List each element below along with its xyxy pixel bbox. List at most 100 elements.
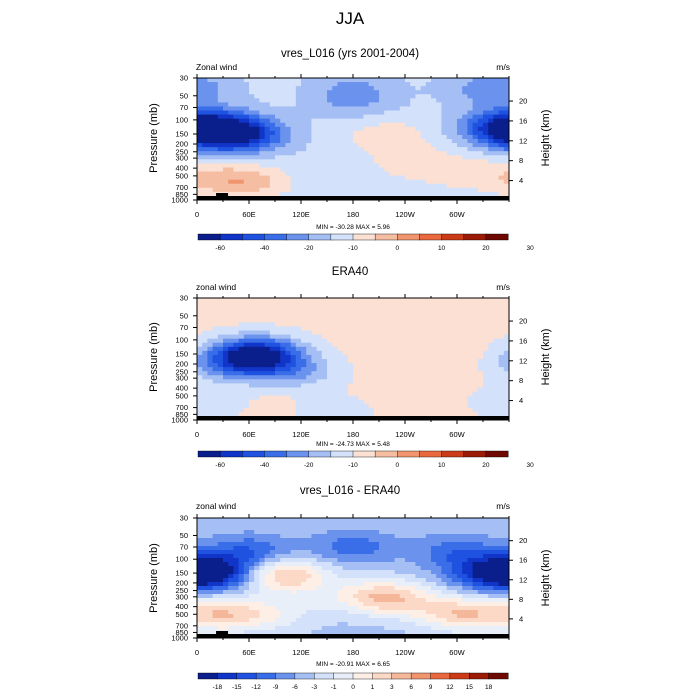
field-cell: [269, 367, 276, 372]
field-cell: [441, 167, 448, 173]
field-cell: [394, 183, 401, 189]
field-cell: [285, 522, 292, 527]
field-cell: [316, 322, 323, 328]
field-cell: [493, 102, 500, 108]
field-cell: [498, 334, 505, 340]
field-cell: [379, 518, 385, 523]
colorbar-swatch: [264, 450, 288, 458]
field-cell: [451, 98, 458, 103]
field-cell: [269, 395, 276, 401]
field-cell: [306, 318, 312, 323]
field-cell: [254, 346, 260, 352]
field-cell: [425, 147, 432, 152]
field-cell: [238, 326, 245, 332]
field-cell: [321, 383, 328, 389]
field-cell: [233, 566, 240, 571]
field-cell: [233, 78, 240, 83]
field-cell: [420, 395, 427, 401]
field-cell: [316, 407, 323, 413]
field-cell: [295, 191, 302, 197]
field-cell: [462, 147, 468, 152]
field-cell: [477, 387, 484, 393]
field-cell: [217, 122, 224, 128]
field-cell: [332, 330, 338, 336]
field-cell: [431, 530, 437, 535]
field-cell: [332, 375, 338, 380]
field-cell: [259, 586, 266, 591]
field-cell: [379, 562, 385, 567]
field-cell: [477, 578, 484, 583]
field-cell: [379, 191, 385, 197]
field-cell: [285, 538, 292, 543]
field-cell: [420, 342, 427, 348]
field-cell: [275, 403, 281, 409]
field-cell: [498, 526, 505, 531]
field-cell: [446, 342, 453, 348]
field-cell: [207, 338, 214, 344]
field-cell: [233, 139, 240, 144]
field-cell: [436, 102, 442, 108]
field-cell: [483, 143, 489, 148]
field-cell: [472, 574, 479, 579]
field-cell: [264, 155, 271, 160]
field-cell: [197, 114, 203, 120]
y-tick-label: 150: [175, 349, 188, 358]
field-cell: [425, 334, 432, 340]
y-axis-label: Pressure (mb): [148, 103, 160, 173]
field-cell: [207, 359, 214, 364]
field-cell: [363, 554, 370, 559]
field-cell: [498, 134, 505, 140]
field-cell: [379, 538, 385, 543]
field-cell: [451, 530, 458, 535]
field-cell: [457, 562, 463, 567]
field-cell: [472, 147, 479, 152]
field-cell: [451, 542, 458, 547]
field-cell: [420, 179, 427, 185]
field-cell: [389, 582, 396, 587]
field-cell: [373, 98, 380, 103]
field-cell: [425, 126, 432, 132]
field-cell: [389, 371, 396, 376]
field-cell: [321, 407, 328, 413]
field-cell: [295, 183, 302, 189]
field-cell: [342, 578, 349, 583]
field-cell: [431, 314, 437, 319]
field-cell: [259, 578, 266, 583]
field-cell: [316, 379, 323, 384]
field-cell: [451, 399, 458, 405]
field-cell: [415, 98, 422, 103]
field-cell: [223, 114, 229, 120]
field-cell: [327, 326, 333, 332]
field-cell: [462, 542, 468, 547]
field-cell: [431, 371, 437, 376]
field-cell: [301, 354, 307, 360]
field-cell: [431, 130, 437, 136]
field-cell: [483, 330, 489, 336]
field-cell: [202, 171, 208, 177]
field-cell: [285, 114, 292, 120]
field-cell: [451, 367, 458, 372]
field-cell: [285, 78, 292, 83]
field-cell: [327, 399, 333, 405]
field-cell: [446, 582, 453, 587]
field-cell: [290, 167, 297, 173]
field-cell: [446, 538, 453, 543]
field-cell: [488, 354, 494, 360]
field-cell: [446, 122, 453, 128]
field-cell: [389, 518, 396, 523]
field-cell: [254, 411, 260, 417]
field-cell: [233, 578, 240, 583]
field-cell: [410, 566, 416, 571]
field-cell: [472, 187, 479, 193]
y-tick-label: 250: [175, 367, 188, 376]
field-cell: [254, 86, 260, 91]
field-cell: [477, 326, 484, 332]
field-cell: [431, 367, 437, 372]
field-cell: [295, 395, 302, 401]
field-cell: [228, 191, 234, 197]
field-cell: [316, 518, 323, 523]
field-cell: [332, 522, 338, 527]
field-cell: [285, 330, 292, 336]
field-cell: [446, 167, 453, 173]
field-cell: [389, 326, 396, 332]
